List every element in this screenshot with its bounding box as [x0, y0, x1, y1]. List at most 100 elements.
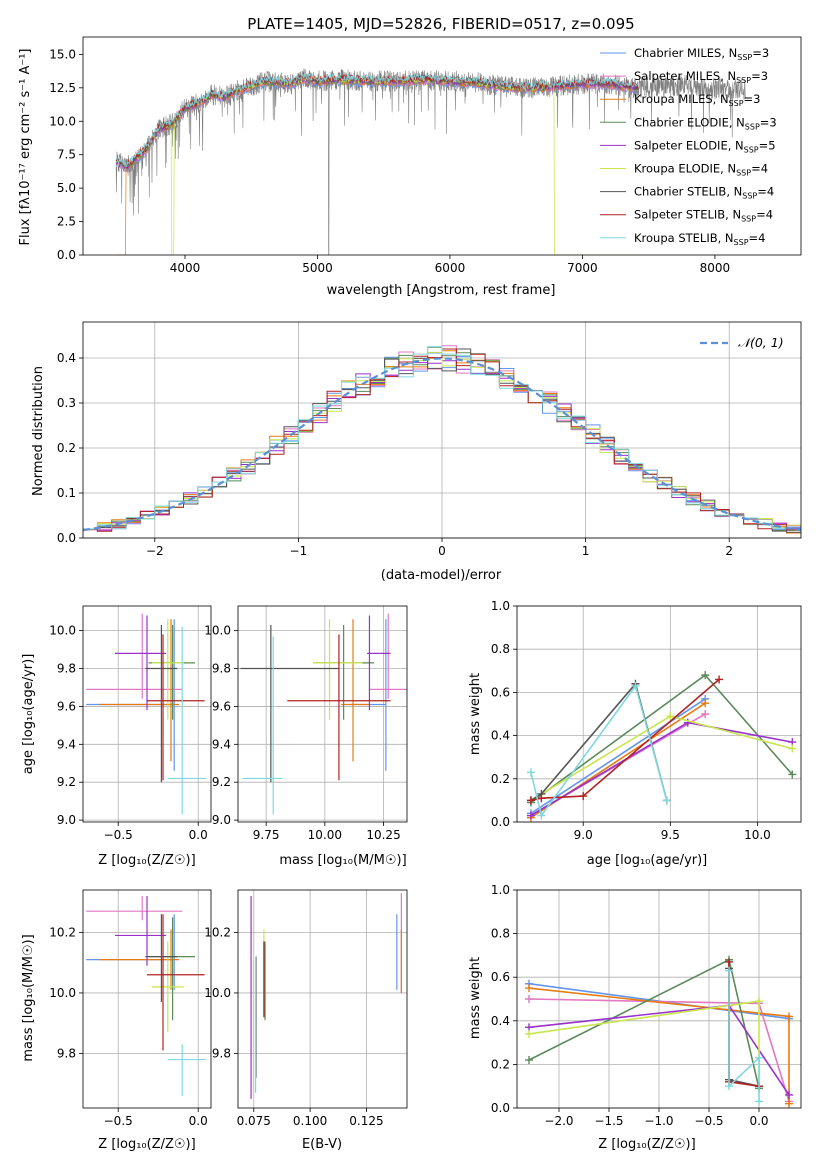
y-tick-label: 10.2	[204, 925, 231, 939]
residuals-marks	[83, 345, 801, 538]
weight-vs-age-ticks: 9.0 9.5 10.0 0.0 0.2 0.4 0.6 0.8 1.0	[491, 599, 771, 842]
legend-entry: 𝒩(0, 1)	[738, 335, 784, 350]
spectrum-frame	[82, 36, 802, 256]
x-tick-label: 1	[582, 544, 590, 558]
y-tick-label: 9.6	[212, 699, 231, 713]
y-tick-label: 9.0	[212, 813, 231, 827]
weight-vs-age-marks	[526, 671, 797, 822]
errorbar-point	[115, 615, 167, 711]
age-vs-mass-ticks: 9.75 10.00 10.25 9.0 9.2 9.4 9.6 9.8 10.0	[204, 624, 400, 842]
weight-vs-z-frame	[516, 889, 802, 1109]
weight-vs-age-plot-area: 9.0 9.5 10.0 0.0 0.2 0.4 0.6 0.8 1.0	[491, 599, 802, 842]
y-tick-label: 0.6	[491, 970, 510, 984]
y-tick-label: 9.8	[212, 1047, 231, 1061]
errorbar-point	[147, 914, 205, 1051]
mass-vs-z-x-label: Z [log₁₀(Z/Z☉)]	[98, 1137, 195, 1152]
weight-vs-z-plot-area: −2.0 −1.5 −1.0 −0.5 0.0 0.0 0.2 0.4 0.6 0.8 1.0	[491, 883, 802, 1128]
errorbar-point	[147, 634, 205, 781]
plus-marker	[525, 984, 533, 993]
x-tick-label: 0.0	[189, 1114, 208, 1128]
y-tick-label: 2.5	[57, 215, 76, 229]
legend-entry: Kroupa STELIB, NSSP=4	[634, 231, 765, 247]
mass-vs-z-panel: −0.5 0.0 9.8 10.0 10.2 Z [log₁₀(Z/Z☉)] mass …	[21, 889, 212, 1152]
legend-entry: Salpeter STELIB, NSSP=4	[634, 208, 773, 224]
y-tick-label: 0.2	[491, 772, 510, 786]
weight-vs-z-panel: −2.0 −1.5 −1.0 −0.5 0.0 0.0 0.2 0.4 0.6 0.8 1.0 Z …	[468, 883, 802, 1152]
plus-marker	[666, 712, 675, 721]
x-tick-label: −2	[146, 544, 164, 558]
weight-vs-age-x-label: age [log₁₀(age/yr)]	[587, 853, 708, 868]
mass-vs-ebv-marks	[250, 893, 402, 1099]
x-tick-label: −2.0	[544, 1114, 573, 1128]
plus-marker	[683, 718, 692, 727]
errorbar-point	[145, 914, 178, 1003]
weight-vs-z-marks	[525, 955, 793, 1108]
errorbar-point	[341, 619, 370, 762]
y-tick-label: 0.4	[57, 351, 76, 365]
errorbar-point	[99, 619, 179, 762]
plus-marker	[701, 699, 710, 708]
x-tick-label: 0	[438, 544, 446, 558]
weight-series-line	[530, 684, 668, 818]
y-tick-label: 7.5	[57, 148, 76, 162]
errorbar-point	[145, 624, 178, 783]
weight-series	[525, 984, 793, 1108]
y-tick-label: 0.8	[491, 642, 510, 656]
plus-marker	[725, 1082, 733, 1091]
y-tick-label: 1.0	[491, 883, 510, 897]
x-tick-label: −1.5	[594, 1114, 623, 1128]
y-tick-label: 9.2	[212, 775, 231, 789]
x-tick-label: 10.25	[366, 828, 400, 842]
errorbar-point	[167, 1044, 207, 1096]
plus-marker	[525, 1056, 533, 1065]
plus-marker	[755, 1097, 763, 1106]
model-spectrum-line	[115, 72, 639, 168]
y-tick-label: 0.0	[57, 248, 76, 262]
legend-entry: Chabrier ELODIE, NSSP=3	[634, 115, 777, 131]
residuals-panel: −2 −1 0 1 2 0.0 0.1 0.2 0.3 0.4 (data-model)/erro…	[31, 321, 802, 583]
weight-vs-age-y-label: mass weight	[468, 673, 483, 755]
mass-vs-z-ticks: −0.5 0.0 9.8 10.0 10.2	[49, 925, 207, 1128]
y-tick-label: 9.8	[57, 662, 76, 676]
x-tick-label: 0.0	[749, 1114, 768, 1128]
mass-vs-z-marks	[86, 896, 207, 1096]
plus-marker	[526, 768, 535, 777]
y-tick-label: 5.0	[57, 181, 76, 195]
mass-vs-ebv-frame	[237, 889, 408, 1109]
x-tick-label: −0.5	[104, 828, 133, 842]
plus-marker	[725, 966, 733, 975]
plus-marker	[701, 710, 710, 718]
weight-series-line	[728, 970, 760, 1102]
y-tick-label: 9.2	[57, 775, 76, 789]
mass-vs-ebv-ticks: 0.075 0.100 0.125 9.8 10.0 10.2	[204, 925, 383, 1128]
y-tick-label: 9.8	[212, 662, 231, 676]
spectrum-x-label: wavelength [Angstrom, rest frame]	[327, 283, 556, 298]
y-tick-label: 0.6	[491, 685, 510, 699]
legend-entry: Chabrier STELIB, NSSP=4	[634, 185, 774, 201]
residuals-x-label: (data-model)/error	[381, 568, 502, 583]
plus-marker	[785, 1099, 793, 1108]
y-tick-label: 0.8	[491, 927, 510, 941]
y-tick-label: 0.0	[491, 1101, 510, 1115]
y-tick-label: 10.0	[204, 986, 231, 1000]
y-tick-label: 10.2	[49, 925, 76, 939]
weight-vs-age-frame	[516, 605, 802, 823]
y-tick-label: 9.6	[57, 699, 76, 713]
x-tick-label: −0.5	[694, 1114, 723, 1128]
errorbar-point	[167, 626, 207, 815]
errorbar-point	[115, 896, 167, 966]
x-tick-label: 10.0	[744, 828, 771, 842]
age-vs-z-y-label: age [log₁₀(age/yr)]	[21, 654, 36, 775]
spectrum-legend: Chabrier MILES, NSSP=3 Salpeter MILES, NS…	[600, 46, 777, 247]
plus-marker	[788, 744, 797, 753]
age-vs-mass-marks	[240, 613, 407, 815]
age-vs-mass-x-label: mass [log₁₀(M/M☉)]	[279, 853, 406, 868]
errorbar-point	[240, 624, 339, 783]
plus-marker	[725, 957, 733, 966]
mass-vs-ebv-x-label: E(B-V)	[302, 1137, 342, 1152]
age-vs-z-panel: −0.5 0.0 9.0 9.2 9.4 9.6 9.8 10.0 Z [log₁₀(Z/Z☉…	[21, 605, 212, 868]
x-tick-label: 0.075	[237, 1114, 271, 1128]
spectrum-plot-area: 4000 5000 6000 7000 8000 0.0 2.5 5.0 7.5 10.0 12.5…	[49, 36, 802, 275]
y-tick-label: 10.0	[49, 114, 76, 128]
y-tick-label: 9.4	[57, 737, 76, 751]
